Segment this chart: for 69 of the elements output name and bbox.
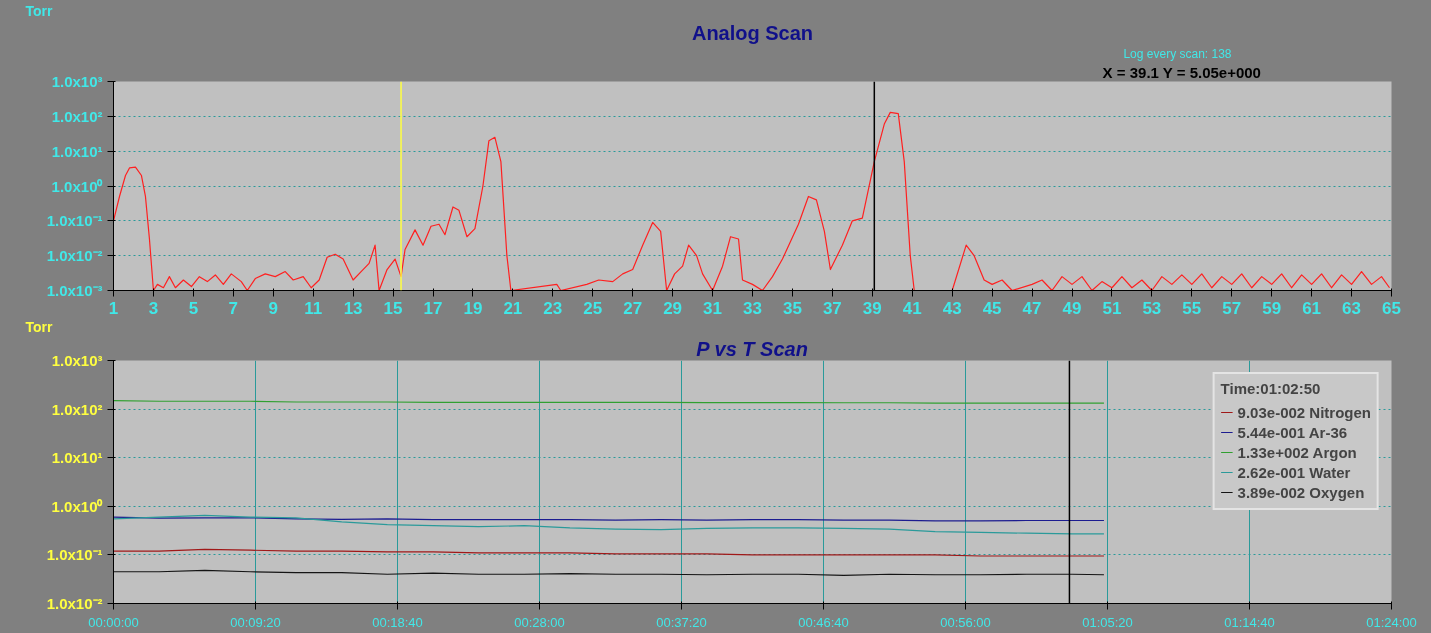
- x-tick-label: 41: [902, 298, 922, 318]
- y-tick-label: 1.0x10²: [51, 400, 103, 418]
- y-tick-label: 1.0x10⁻²: [46, 595, 103, 612]
- line-series: [113, 548, 1105, 557]
- x-tick-label: 00:18:40: [372, 614, 423, 630]
- x-tick-label: 23: [543, 298, 563, 318]
- x-tick-label: 01:05:20: [1082, 614, 1133, 630]
- x-tick-label: 35: [782, 298, 802, 318]
- y-tick-label: 1.0x10⁰: [51, 177, 104, 195]
- x-tick-label: 17: [423, 298, 443, 318]
- x-tick-label: 65: [1382, 298, 1401, 318]
- y-axis-title: Torr: [25, 319, 54, 335]
- x-tick-label: 00:37:20: [656, 614, 707, 630]
- legend-label: 3.89e-002 Oxygen: [1237, 483, 1365, 501]
- y-axis-title: Torr: [25, 3, 54, 19]
- x-tick-label: 9: [268, 298, 278, 318]
- x-tick-label: 31: [703, 298, 723, 318]
- x-tick-label: 21: [503, 298, 523, 318]
- legend-label: 2.62e-001 Water: [1237, 463, 1351, 481]
- x-tick-label: 00:28:00: [514, 614, 565, 630]
- y-tick-label: 1.0x10³: [51, 352, 103, 369]
- x-tick-label: 3: [148, 298, 159, 318]
- y-tick-label: 1.0x10²: [51, 107, 103, 125]
- x-tick-label: 45: [982, 298, 1002, 318]
- x-tick-label: 01:14:40: [1224, 614, 1275, 630]
- x-tick-label: 57: [1222, 298, 1242, 318]
- chart-title: Analog Scan: [691, 22, 814, 44]
- x-tick-label: 33: [743, 298, 762, 318]
- y-tick-label: 1.0x10⁰: [51, 497, 104, 515]
- x-tick-label: 63: [1342, 298, 1362, 318]
- x-tick-label: 51: [1102, 298, 1122, 318]
- y-tick-label: 1.0x10¹: [51, 142, 103, 160]
- x-tick-label: 13: [343, 298, 363, 318]
- y-tick-label: 1.0x10³: [51, 73, 103, 90]
- x-tick-label: 00:46:40: [798, 614, 849, 630]
- y-tick-label: 1.0x10⁻¹: [46, 546, 103, 564]
- x-tick-label: 59: [1262, 298, 1282, 318]
- x-tick-label: 00:09:20: [230, 614, 281, 630]
- legend-label: 1.33e+002 Argon: [1237, 443, 1357, 461]
- x-tick-label: 01:24:00: [1366, 614, 1417, 630]
- legend-title: Time:01:02:50: [1220, 380, 1322, 397]
- x-tick-label: 7: [228, 298, 239, 318]
- x-tick-label: 53: [1142, 298, 1162, 318]
- y-tick-label: 1.0x10⁻¹: [46, 212, 103, 230]
- legend-label: 9.03e-002 Nitrogen: [1237, 403, 1371, 421]
- text: X = 39.1 Y = 5.05e+000: [1102, 64, 1261, 81]
- x-tick-label: 39: [862, 298, 882, 318]
- y-tick-label: 1.0x10⁻³: [46, 282, 103, 299]
- x-tick-label: 00:56:00: [940, 614, 991, 630]
- text: Log every scan: 138: [1123, 47, 1232, 61]
- x-tick-label: 37: [822, 298, 842, 318]
- x-tick-label: 55: [1182, 298, 1202, 318]
- x-tick-label: 11: [304, 298, 323, 318]
- x-tick-label: 61: [1302, 298, 1322, 318]
- chart-title: P vs T Scan: [696, 338, 808, 360]
- y-tick-label: 1.0x10¹: [51, 449, 103, 467]
- x-tick-label: 00:00:00: [88, 614, 139, 630]
- x-tick-label: 27: [623, 298, 643, 318]
- x-tick-label: 25: [583, 298, 603, 318]
- x-tick-label: 29: [663, 298, 683, 318]
- x-tick-label: 1: [108, 298, 119, 318]
- y-tick-label: 1.0x10⁻²: [46, 247, 103, 265]
- x-tick-label: 19: [463, 298, 483, 318]
- x-tick-label: 5: [188, 298, 199, 318]
- legend-label: 5.44e-001 Ar-36: [1237, 423, 1348, 441]
- x-tick-label: 43: [942, 298, 962, 318]
- x-tick-label: 47: [1022, 298, 1042, 318]
- x-tick-label: 15: [383, 298, 403, 318]
- x-tick-label: 49: [1062, 298, 1082, 318]
